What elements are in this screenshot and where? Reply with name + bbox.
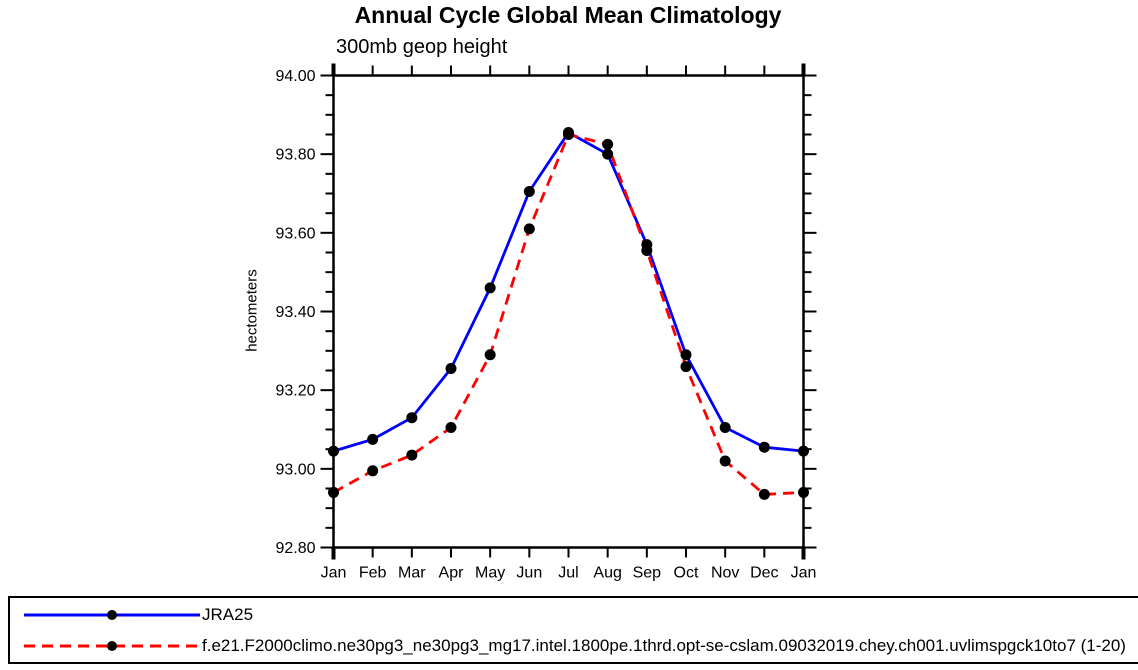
plot-box <box>332 74 805 549</box>
legend-marker-dot <box>107 640 117 651</box>
data-point-marker <box>367 465 379 477</box>
legend-label-jra25: JRA25 <box>202 604 254 624</box>
x-tick-label: Jun <box>516 565 542 582</box>
data-point-marker <box>484 349 496 361</box>
x-tick-label: Nov <box>711 565 739 582</box>
x-tick-label: Oct <box>674 565 699 582</box>
series-line-1 <box>332 132 804 496</box>
legend-entry-model-run: f.e21.F2000climo.ne30pg3_ne30pg3_mg17.in… <box>22 630 1138 661</box>
data-point-marker <box>406 449 418 461</box>
data-point-marker <box>680 349 692 361</box>
legend-box: JRA25 f.e21.F2000climo.ne30pg3_ne30pg3_m… <box>8 596 1138 664</box>
data-point-marker <box>523 223 535 235</box>
x-tick-label: Feb <box>359 565 387 582</box>
x-tick-label: Jan <box>791 565 817 582</box>
data-point-marker <box>641 245 653 257</box>
y-tick-label: 93.00 <box>275 461 315 478</box>
x-tick-label: Mar <box>398 565 426 582</box>
x-tick-label: Aug <box>593 565 621 582</box>
data-point-marker <box>719 422 731 434</box>
data-point-marker <box>680 361 692 373</box>
x-tick-label: May <box>475 565 505 582</box>
data-point-marker <box>328 445 339 457</box>
y-tick-label: 93.20 <box>275 383 315 400</box>
data-point-marker <box>758 441 770 453</box>
series-line-0 <box>333 130 804 453</box>
data-point-marker <box>563 129 574 140</box>
data-point-marker <box>798 445 809 457</box>
data-point-marker <box>798 486 809 498</box>
legend-line-sample-dashed <box>24 640 200 651</box>
y-tick-label: 92.80 <box>275 540 315 557</box>
x-tick-label: Sep <box>633 565 662 582</box>
y-tick-label: 93.80 <box>275 147 315 164</box>
data-point-marker <box>719 455 731 467</box>
data-point-marker <box>445 363 457 375</box>
y-tick-label: 93.60 <box>275 225 315 242</box>
chart-title: Annual Cycle Global Mean Climatology <box>354 2 782 28</box>
y-tick-label: 93.40 <box>275 304 315 321</box>
x-tick-label: Jul <box>558 565 578 582</box>
x-tick-label: Dec <box>750 565 778 582</box>
data-point-marker <box>367 433 379 445</box>
legend-marker-dot <box>107 609 117 620</box>
data-point-marker <box>602 138 614 150</box>
y-tick-label: 94.00 <box>275 68 315 85</box>
data-point-marker <box>484 282 496 294</box>
climatology-line-chart: Jan Feb Mar Apr May Jun Jul Aug Sep Oct Nov Dec Jan 9… <box>275 63 817 582</box>
x-tick-label: Apr <box>439 565 465 582</box>
chart-subtitle: 300mb geop height <box>336 36 508 58</box>
data-point-marker <box>328 486 339 498</box>
legend-label-model-run: f.e21.F2000climo.ne30pg3_ne30pg3_mg17.in… <box>202 635 1126 655</box>
legend-line-sample-solid <box>24 609 200 620</box>
data-point-marker <box>758 488 770 500</box>
legend-entry-jra25: JRA25 <box>22 599 1138 630</box>
data-point-marker <box>602 148 614 160</box>
data-point-marker <box>406 412 418 424</box>
data-point-marker <box>523 186 535 198</box>
data-point-marker <box>445 422 457 434</box>
x-tick-label: Jan <box>321 565 347 582</box>
